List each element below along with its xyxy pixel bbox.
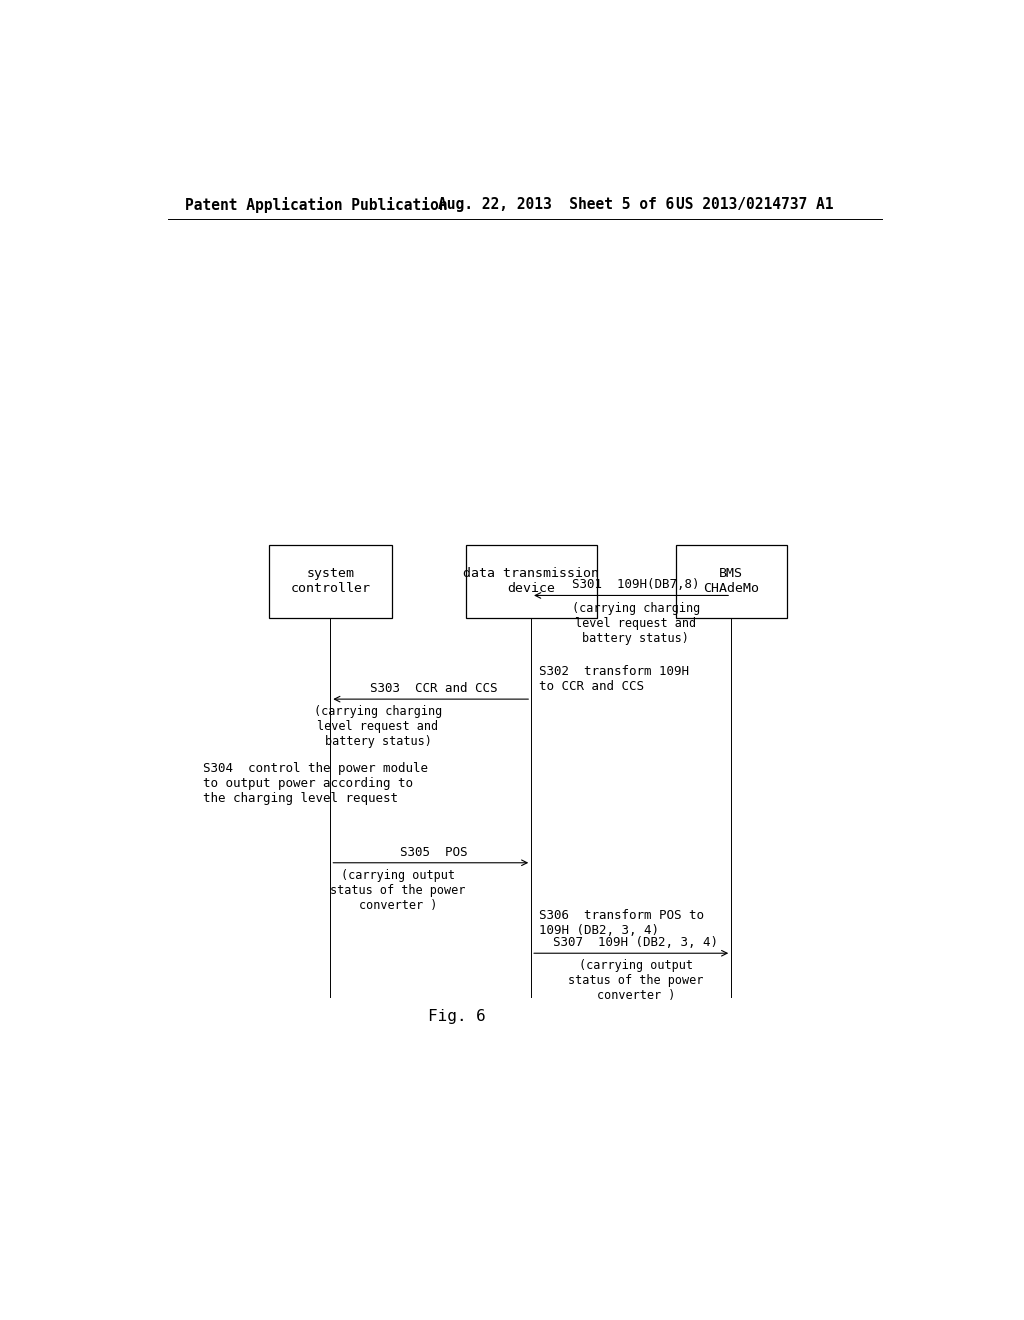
Text: (carrying output
status of the power
converter ): (carrying output status of the power con… [330, 869, 466, 912]
Text: S301  109H(DB7,8): S301 109H(DB7,8) [572, 578, 699, 591]
Text: S303  CCR and CCS: S303 CCR and CCS [370, 682, 498, 696]
Text: BMS
CHAdeMo: BMS CHAdeMo [703, 568, 759, 595]
Text: US 2013/0214737 A1: US 2013/0214737 A1 [676, 197, 834, 213]
Text: data transmission
device: data transmission device [463, 568, 599, 595]
Text: S305  POS: S305 POS [399, 846, 467, 859]
Bar [269, 545, 392, 618]
Text: Fig. 6: Fig. 6 [428, 1010, 486, 1024]
Text: (carrying output
status of the power
converter ): (carrying output status of the power con… [568, 960, 703, 1002]
Text: S307  109H (DB2, 3, 4): S307 109H (DB2, 3, 4) [553, 936, 719, 949]
Text: (carrying charging
level request and
battery status): (carrying charging level request and bat… [571, 602, 700, 644]
Text: system
controller: system controller [291, 568, 371, 595]
Text: S302  transform 109H
to CCR and CCS: S302 transform 109H to CCR and CCS [539, 665, 689, 693]
Bar [466, 545, 597, 618]
Text: (carrying charging
level request and
battery status): (carrying charging level request and bat… [314, 705, 442, 748]
Text: S304  control the power module
to output power according to
the charging level r: S304 control the power module to output … [204, 762, 428, 805]
Text: Aug. 22, 2013  Sheet 5 of 6: Aug. 22, 2013 Sheet 5 of 6 [437, 197, 674, 213]
Text: Patent Application Publication: Patent Application Publication [185, 197, 447, 213]
Bar [676, 545, 786, 618]
Text: S306  transform POS to
109H (DB2, 3, 4): S306 transform POS to 109H (DB2, 3, 4) [539, 908, 705, 937]
